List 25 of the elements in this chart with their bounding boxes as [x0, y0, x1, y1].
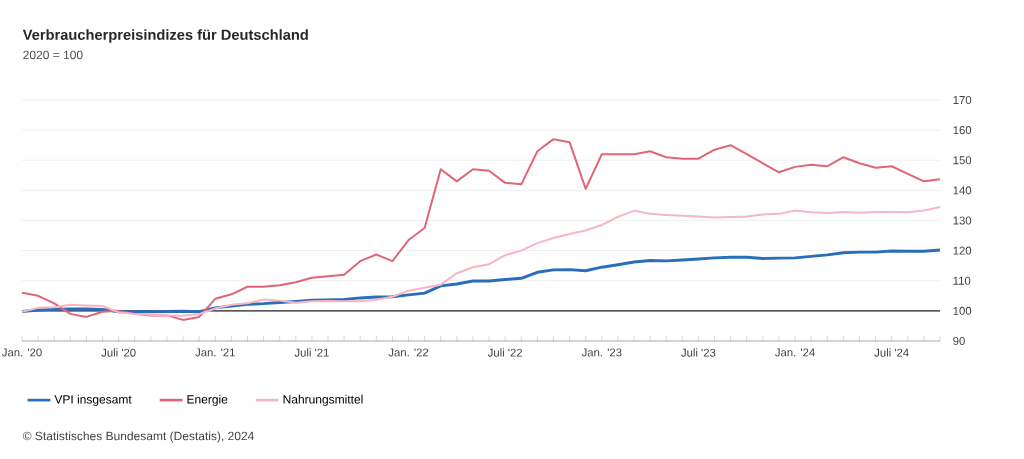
y-tick-label: 140 [953, 186, 972, 195]
x-tick-label: Juli '21 [294, 348, 329, 357]
y-tick-label: 160 [953, 126, 972, 135]
legend-label: Energie [187, 394, 228, 406]
x-tick-label: Juli '22 [487, 348, 523, 357]
x-tick-label: Juli '20 [101, 348, 136, 357]
y-tick-label: 110 [953, 276, 971, 285]
y-tick-label: 120 [953, 246, 972, 255]
chart-title: Verbraucherpreisindizes für Deutschland [22, 29, 308, 43]
y-tick-label: 150 [953, 156, 972, 165]
y-tick-label: 100 [953, 306, 972, 315]
legend-label: Nahrungsmittel [283, 394, 363, 406]
text: © Statistisches Bundesamt (Destatis), 2024 [22, 431, 254, 443]
x-tick-label: Jan. '20 [1, 348, 42, 357]
x-tick-label: Jan. '22 [388, 348, 429, 357]
x-tick-label: Juli '24 [874, 348, 909, 357]
y-tick-label: 90 [953, 336, 965, 345]
legend-label: VPI insgesamt [54, 394, 132, 406]
chart-subtitle: 2020 = 100 [23, 50, 83, 60]
y-tick-label: 130 [953, 216, 972, 225]
y-tick-label: 170 [953, 95, 972, 104]
x-tick-label: Jan. '24 [775, 348, 815, 357]
x-tick-label: Jan. '21 [195, 348, 235, 357]
x-tick-label: Jan. '23 [581, 348, 622, 357]
x-tick-label: Juli '23 [681, 348, 716, 357]
